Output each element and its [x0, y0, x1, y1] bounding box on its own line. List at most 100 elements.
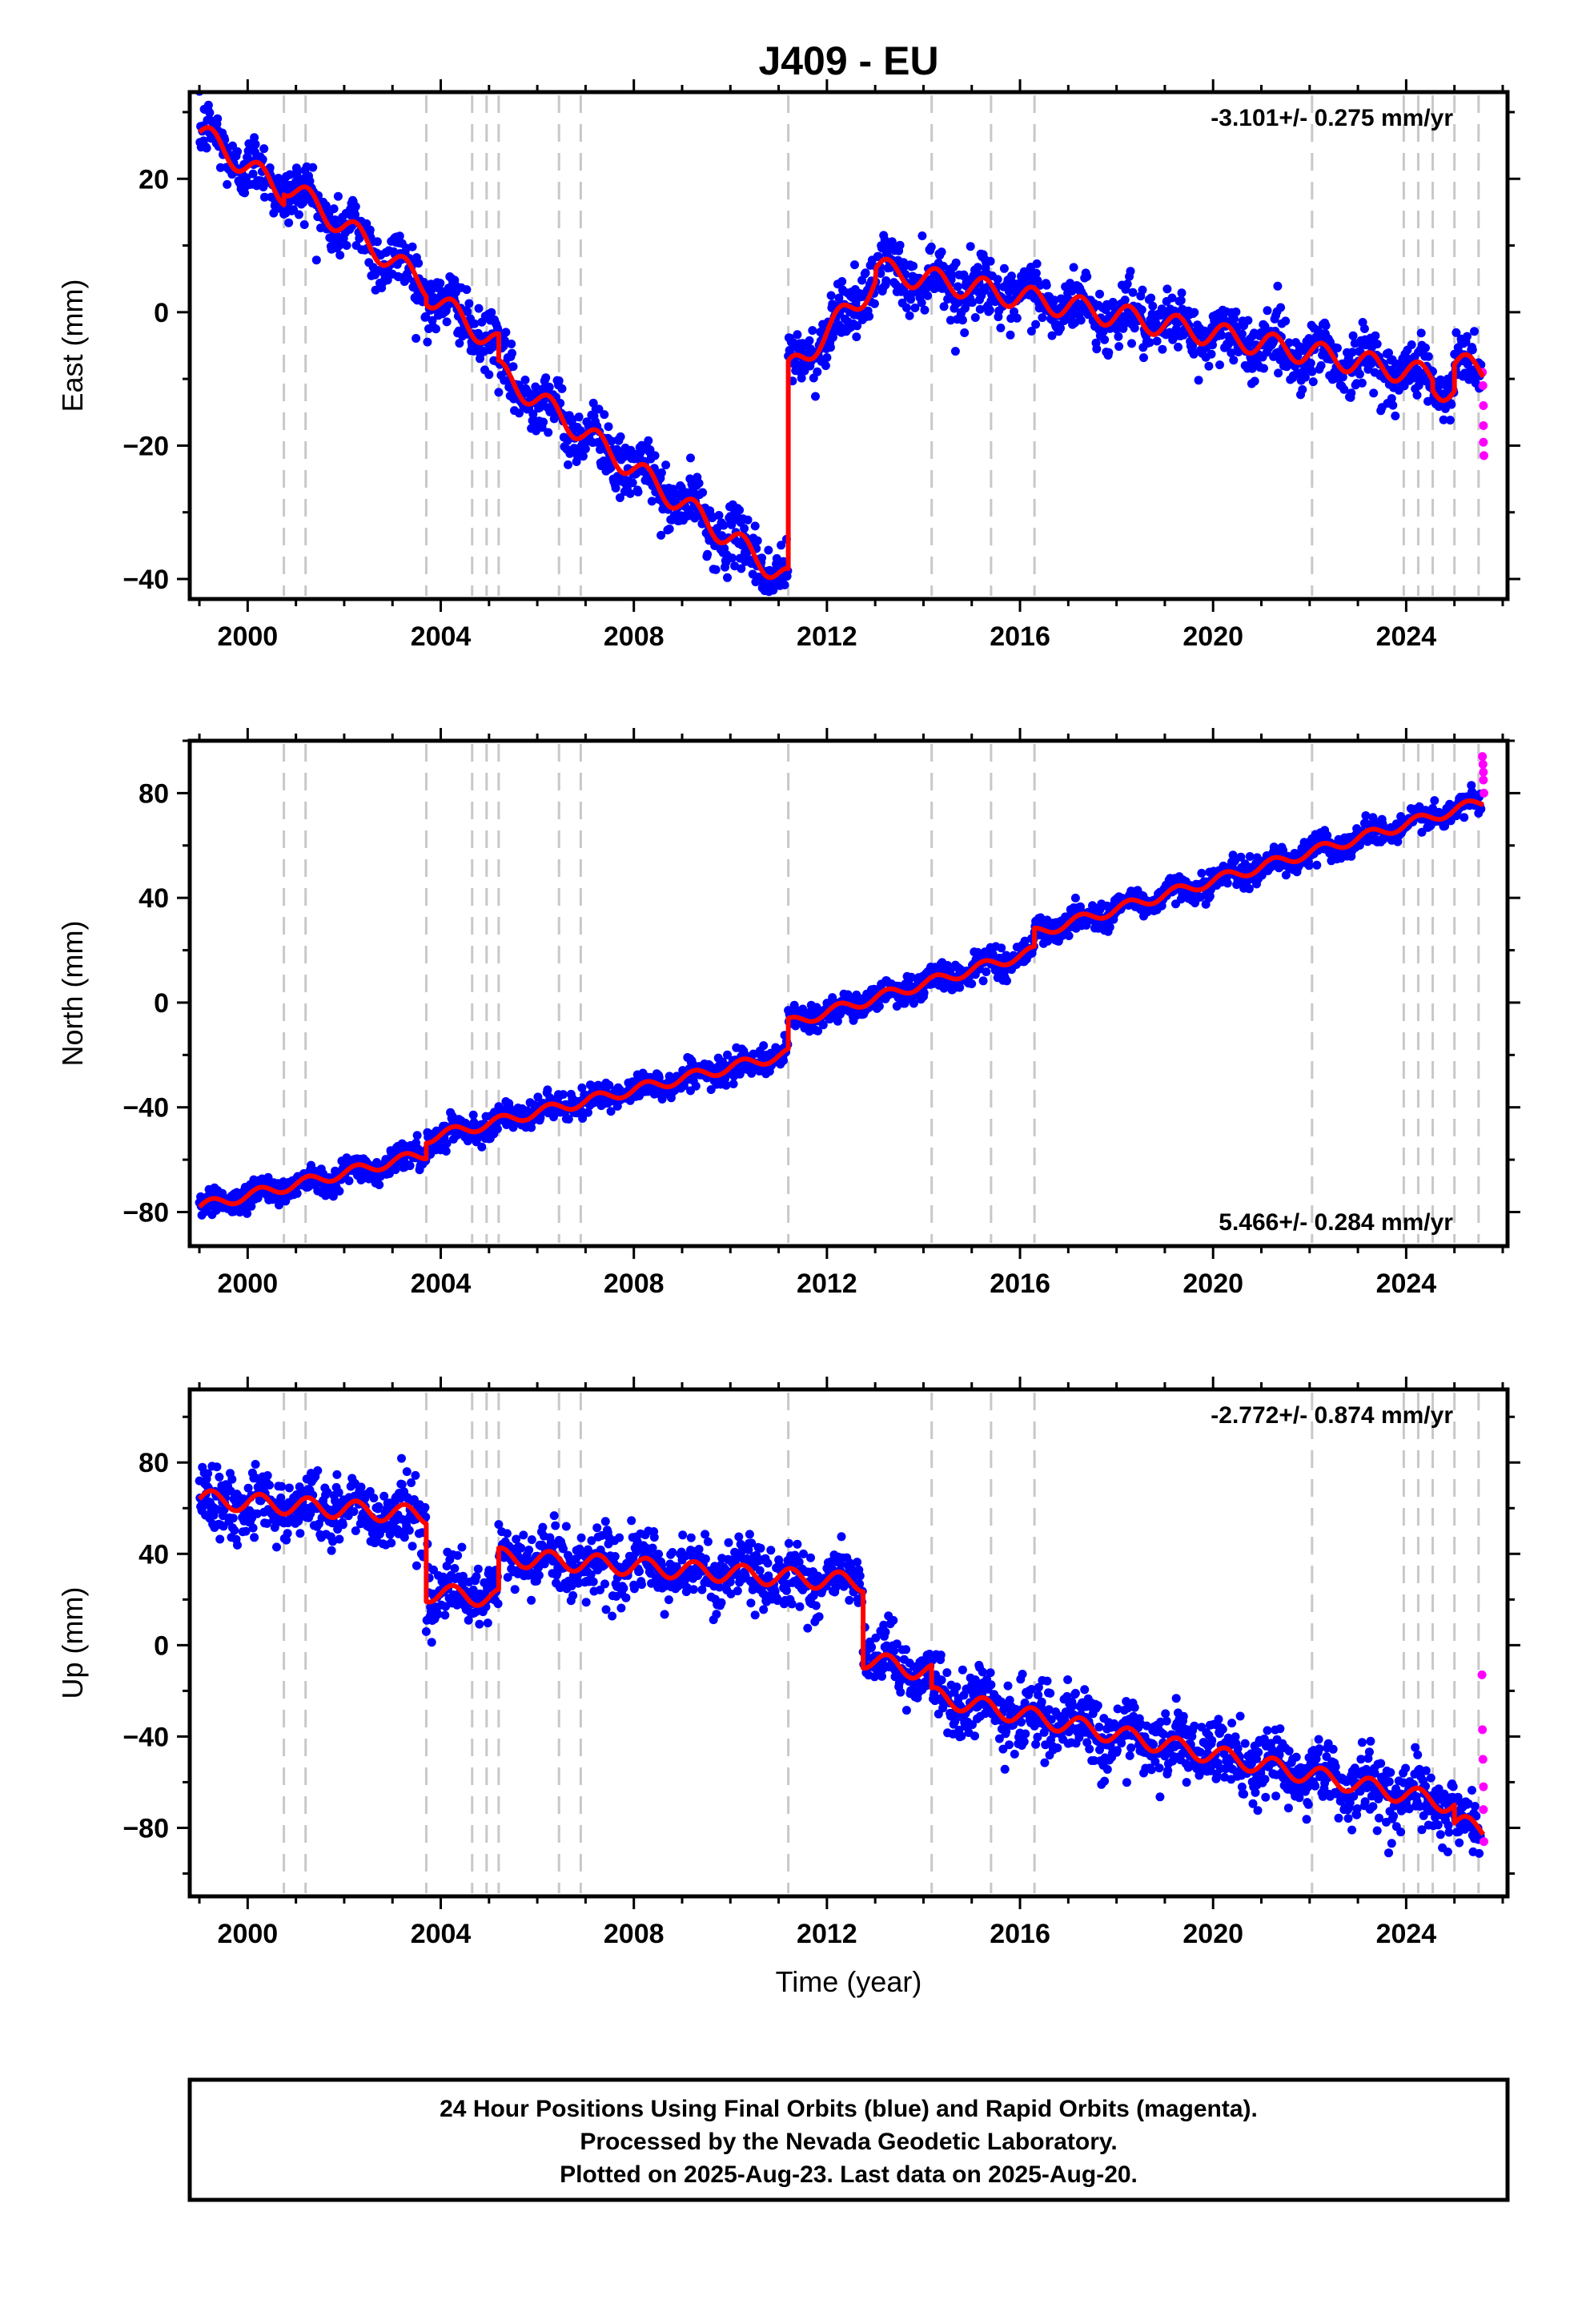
- east-final-point: [825, 343, 835, 352]
- east-final-point: [1304, 334, 1314, 344]
- east-final-point: [719, 521, 729, 530]
- east-final-point: [1050, 296, 1059, 305]
- east-final-point: [233, 147, 242, 156]
- east-final-point: [826, 291, 836, 300]
- north-x-tick-label: 2024: [1376, 1269, 1437, 1299]
- east-final-point: [780, 580, 789, 589]
- up-final-point: [374, 1502, 383, 1511]
- east-final-point: [966, 242, 975, 251]
- east-final-point: [1423, 352, 1433, 361]
- east-final-point: [937, 247, 946, 257]
- east-final-point: [494, 388, 504, 397]
- east-final-point: [737, 564, 746, 573]
- east-final-point: [501, 328, 511, 337]
- north-final-point: [606, 1107, 616, 1116]
- east-final-point: [1347, 388, 1356, 398]
- east-final-point: [636, 448, 645, 457]
- east-final-point: [852, 332, 861, 342]
- east-final-point: [1416, 328, 1426, 338]
- east-final-point: [1104, 348, 1114, 357]
- up-final-point: [411, 1470, 420, 1480]
- up-final-point: [472, 1572, 481, 1582]
- east-final-point: [294, 210, 303, 219]
- east-final-point: [808, 326, 817, 336]
- east-final-point: [308, 163, 318, 172]
- east-final-point: [881, 276, 891, 285]
- up-final-point: [265, 1481, 274, 1490]
- north-final-point: [1304, 861, 1314, 870]
- east-final-point: [1026, 327, 1036, 336]
- east-final-point: [1306, 359, 1315, 368]
- east-final-point: [1273, 281, 1283, 291]
- east-final-point: [1032, 259, 1042, 268]
- north-final-point: [344, 1176, 354, 1185]
- east-final-point: [600, 410, 609, 420]
- up-final-point: [284, 1483, 294, 1493]
- east-final-point: [1194, 376, 1203, 385]
- east-final-point: [1333, 344, 1342, 353]
- north-final-point: [247, 1201, 256, 1211]
- up-final-point: [334, 1488, 343, 1498]
- east-final-point: [414, 259, 424, 268]
- east-final-point: [813, 367, 822, 376]
- east-final-point: [1308, 377, 1318, 387]
- north-rapid-point: [1478, 759, 1488, 769]
- east-final-point: [1146, 293, 1156, 303]
- east-final-point: [240, 188, 250, 198]
- east-final-point: [1263, 306, 1272, 316]
- up-panel: 2000 2004 2008 2012 2016 2020 2024−80−4004080U…: [56, 1377, 1520, 1949]
- east-final-point: [1231, 308, 1241, 316]
- north-final-point: [978, 976, 988, 986]
- east-final-point: [1042, 280, 1051, 290]
- east-final-point: [728, 553, 737, 563]
- east-final-point: [1137, 305, 1146, 315]
- east-final-point: [607, 436, 616, 446]
- east-final-point: [383, 275, 392, 285]
- east-final-point: [1007, 271, 1016, 281]
- east-final-point: [594, 404, 604, 414]
- east-final-point: [1174, 342, 1182, 352]
- east-final-point: [311, 255, 321, 265]
- east-final-point: [228, 141, 237, 151]
- up-final-point: [473, 1564, 483, 1574]
- east-final-point: [993, 275, 1002, 284]
- east-final-point: [604, 422, 613, 432]
- north-final-point: [243, 1208, 252, 1218]
- north-x-tick-label: 2000: [218, 1269, 279, 1299]
- east-final-point: [554, 376, 564, 385]
- east-final-point: [284, 218, 294, 227]
- up-final-point: [402, 1467, 412, 1477]
- east-final-point: [1122, 279, 1132, 289]
- east-final-point: [250, 133, 259, 143]
- up-final-point: [327, 1546, 336, 1555]
- east-final-point: [1230, 314, 1239, 324]
- north-final-point: [1460, 813, 1469, 822]
- up-final-point: [283, 1529, 292, 1538]
- east-final-point: [331, 215, 340, 224]
- east-final-point: [1232, 322, 1242, 332]
- east-final-point: [647, 497, 656, 506]
- north-x-tick-label: 2004: [411, 1269, 472, 1299]
- up-final-point: [332, 1470, 342, 1479]
- east-final-point: [1274, 368, 1283, 378]
- east-final-point: [909, 261, 918, 271]
- east-final-point: [973, 263, 982, 272]
- east-final-point: [615, 493, 624, 502]
- east-final-point: [1177, 288, 1186, 298]
- east-y-tick-label: −40: [122, 565, 169, 595]
- east-final-point: [1468, 345, 1477, 355]
- east-x-tick-label: 2004: [411, 621, 472, 652]
- up-final-point: [369, 1494, 379, 1503]
- east-final-point: [633, 487, 643, 497]
- north-rapid-point: [1479, 767, 1488, 777]
- north-y-tick-label: 0: [154, 988, 169, 1019]
- east-final-point: [905, 311, 914, 320]
- east-final-point: [711, 565, 721, 574]
- up-event-lines: [283, 1393, 1480, 1893]
- east-final-point: [975, 304, 985, 314]
- east-final-point: [1463, 332, 1472, 341]
- north-final-point: [533, 1092, 543, 1102]
- east-final-point: [723, 573, 732, 582]
- up-final-point: [215, 1534, 225, 1544]
- east-final-point: [828, 332, 837, 342]
